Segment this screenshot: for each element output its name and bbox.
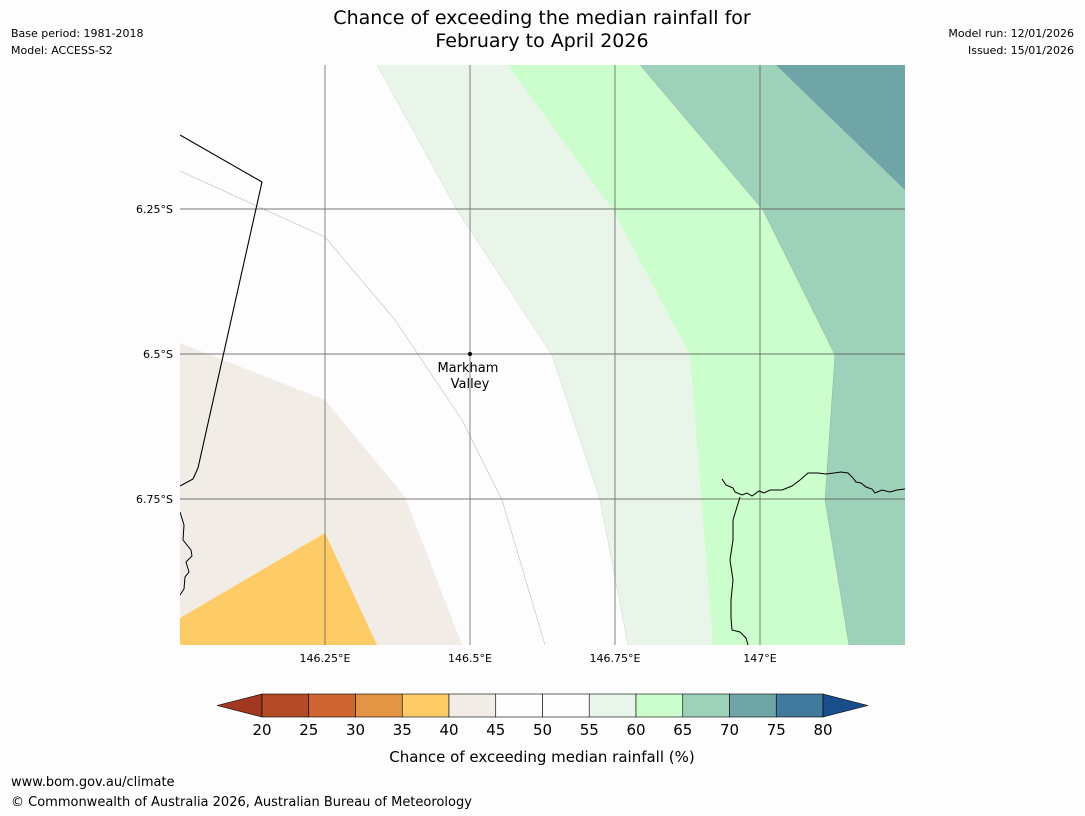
colorbar-segment xyxy=(729,693,777,718)
issued-date: Issued: 15/01/2026 xyxy=(967,44,1074,57)
colorbar-tick-label: 80 xyxy=(813,721,832,739)
colorbar-tick-label: 75 xyxy=(767,721,786,739)
colorbar-segment xyxy=(448,693,497,718)
colorbar-tick-label: 45 xyxy=(486,721,505,739)
title-line-2: February to April 2026 xyxy=(435,30,649,52)
model-name: Model: ACCESS-S2 xyxy=(11,44,113,57)
colorbar-segment xyxy=(308,693,356,718)
title-line-1: Chance of exceeding the median rainfall … xyxy=(333,7,751,29)
band-35-40 xyxy=(180,533,377,645)
colorbar: 20 25 30 35 40 45 50 55 60 65 70 75 80 xyxy=(216,693,869,739)
colorbar-segment xyxy=(261,693,310,718)
colorbar-tick-label: 50 xyxy=(533,721,552,739)
colorbar-segment xyxy=(775,693,824,718)
colorbar-tick-label: 35 xyxy=(393,721,412,739)
map-panel xyxy=(180,65,905,645)
colorbar-segment xyxy=(682,693,730,718)
footer-copyright: © Commonwealth of Australia 2026, Austra… xyxy=(11,795,472,810)
meta-left: Base period: 1981-2018 Model: ACCESS-S2 xyxy=(11,25,143,59)
base-period: Base period: 1981-2018 xyxy=(11,27,144,40)
lon-label: 147°E xyxy=(743,652,776,665)
place-marker xyxy=(468,352,472,356)
east-coastline xyxy=(721,471,905,497)
colorbar-segment xyxy=(495,693,543,718)
colorbar-under-arrow xyxy=(216,693,263,718)
lon-label: 146.25°E xyxy=(300,652,351,665)
colorbar-tick-label: 65 xyxy=(673,721,692,739)
place-label: Markham Valley xyxy=(437,361,502,392)
colorbar-tick-label: 60 xyxy=(626,721,645,739)
lat-label: 6.25°S xyxy=(136,203,173,216)
colorbar-tick-label: 25 xyxy=(299,721,318,739)
colorbar-segment xyxy=(588,693,637,718)
colorbar-title: Chance of exceeding median rainfall (%) xyxy=(389,748,694,766)
colorbar-tick-label: 30 xyxy=(346,721,365,739)
colorbar-segment xyxy=(635,693,684,718)
colorbar-tick-label: 40 xyxy=(439,721,458,739)
colorbar-tick-label: 20 xyxy=(252,721,271,739)
colorbar-segment xyxy=(542,693,590,718)
colorbar-over-arrow xyxy=(822,693,869,718)
model-run: Model run: 12/01/2026 xyxy=(948,27,1074,40)
colorbar-tick-label: 70 xyxy=(720,721,739,739)
band-40-45 xyxy=(180,343,462,645)
contour-65 xyxy=(639,65,850,645)
footer-url: www.bom.gov.au/climate xyxy=(11,775,175,790)
map-title: Chance of exceeding the median rainfall … xyxy=(242,7,842,53)
colorbar-tick-label: 55 xyxy=(580,721,599,739)
colorbar-segment xyxy=(355,693,403,718)
lat-label: 6.5°S xyxy=(143,348,173,361)
west-coastline xyxy=(180,511,193,596)
province-border xyxy=(180,134,263,487)
river xyxy=(729,496,749,645)
lon-label: 146.5°E xyxy=(448,652,492,665)
contour-55 xyxy=(376,65,629,645)
meta-right: Model run: 12/01/2026 Issued: 15/01/2026 xyxy=(948,25,1074,59)
colorbar-segment xyxy=(401,693,450,718)
graticule xyxy=(180,65,905,645)
contour-50 xyxy=(180,170,546,645)
band-65-70 xyxy=(640,65,905,645)
band-70-75 xyxy=(776,65,905,190)
lon-label: 146.75°E xyxy=(590,652,641,665)
lat-label: 6.75°S xyxy=(136,493,173,506)
